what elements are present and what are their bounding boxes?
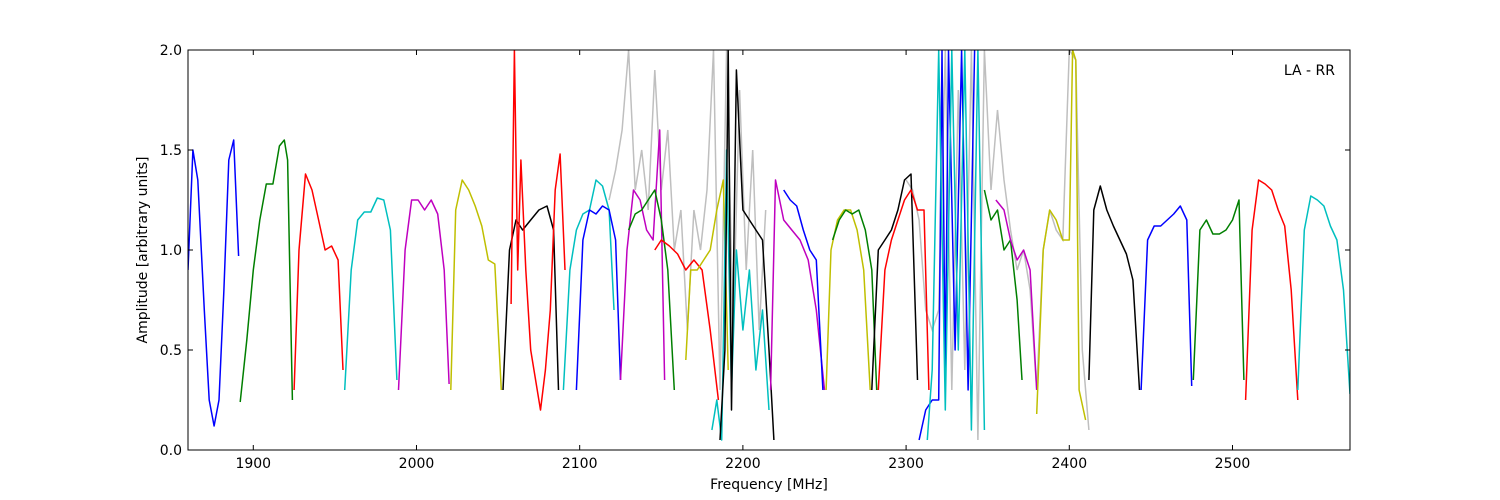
series-line-11 [627, 189, 676, 391]
series-line-16 [769, 179, 826, 391]
y-axis-ticks: 0.0 0.5 1.0 1.5 2.0 [160, 43, 1350, 459]
series-line-5 [450, 179, 503, 391]
series-line-30 [1244, 179, 1299, 401]
series-line-26 [1035, 50, 1087, 421]
series-line-15 [719, 50, 775, 441]
series-line-27 [1088, 185, 1141, 391]
x-axis-ticks: 1900 2000 2100 2200 2300 2400 2500 [235, 50, 1250, 472]
y-tick-label: 1.5 [160, 143, 182, 159]
x-tick-label: 2400 [1051, 456, 1087, 472]
series-line-9 [575, 205, 622, 391]
series-line-17 [783, 189, 824, 391]
series-line-19 [831, 209, 878, 391]
y-tick-label: 1.0 [160, 243, 182, 259]
y-axis-label: Amplitude [arbitrary units] [135, 157, 151, 344]
series-traces [188, 50, 1350, 441]
series-line-2 [293, 173, 344, 391]
series-line-28 [1140, 205, 1193, 391]
series-line-24 [983, 189, 1023, 381]
x-tick-label: 2300 [888, 456, 924, 472]
background-trace-1 [905, 50, 1090, 441]
series-line-31 [1297, 195, 1350, 395]
annotation-label: LA - RR [1284, 63, 1335, 79]
series-line-25 [995, 199, 1038, 391]
background-traces [608, 50, 1090, 441]
series-line-0 [188, 139, 240, 427]
x-axis-label: Frequency [MHz] [710, 477, 828, 493]
series-line-4 [397, 199, 450, 391]
x-tick-label: 2200 [725, 456, 761, 472]
plot-frame [187, 49, 1351, 451]
series-line-10 [619, 129, 666, 381]
series-line-29 [1192, 199, 1245, 381]
series-line-21 [877, 189, 930, 391]
x-tick-label: 2500 [1215, 456, 1251, 472]
series-line-23 [926, 50, 986, 441]
series-line-7 [510, 50, 566, 411]
series-line-20 [871, 173, 919, 391]
x-tick-label: 1900 [235, 456, 271, 472]
series-line-3 [343, 197, 398, 391]
y-tick-label: 0.5 [160, 343, 182, 359]
series-line-12 [654, 239, 720, 401]
x-tick-label: 2000 [399, 456, 435, 472]
series-line-18 [825, 209, 871, 391]
series-line-1 [239, 139, 294, 403]
y-tick-label: 2.0 [160, 43, 182, 59]
series-line-13 [685, 179, 729, 371]
x-tick-label: 2100 [562, 456, 598, 472]
y-tick-label: 0.0 [160, 443, 182, 459]
